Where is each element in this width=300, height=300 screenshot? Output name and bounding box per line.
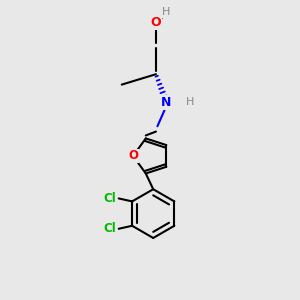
Text: H: H xyxy=(162,7,170,17)
Text: H: H xyxy=(186,98,194,107)
Text: Cl: Cl xyxy=(103,222,116,235)
Text: Cl: Cl xyxy=(103,192,116,205)
Text: N: N xyxy=(161,96,172,109)
Text: O: O xyxy=(128,149,138,162)
Text: O: O xyxy=(151,16,161,29)
